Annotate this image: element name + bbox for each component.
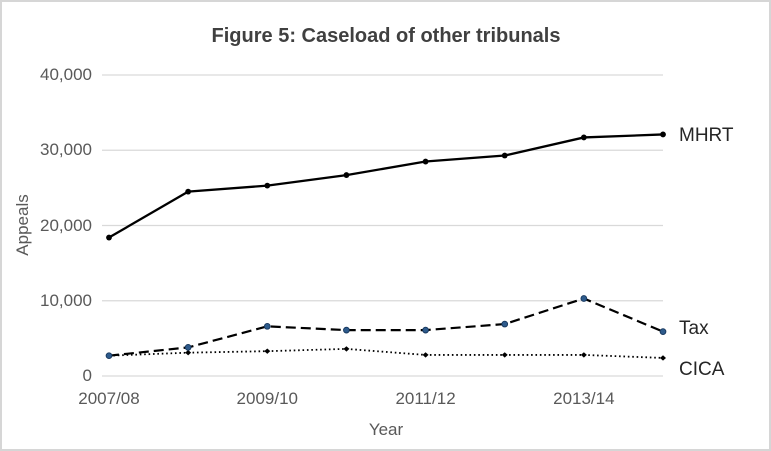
marker-cica	[264, 348, 271, 354]
marker-cica	[422, 352, 429, 358]
series-label-cica: CICA	[679, 359, 725, 380]
series-label-tax: Tax	[679, 318, 709, 339]
y-tick-label: 40,000	[40, 65, 92, 84]
marker-tax	[501, 320, 509, 328]
y-tick-label: 30,000	[40, 140, 92, 160]
marker-mhrt	[264, 182, 271, 189]
x-tick-label: 2011/12	[395, 389, 456, 408]
marker-mhrt	[106, 234, 112, 241]
marker-mhrt	[660, 131, 666, 138]
chart-title: Figure 5: Caseload of other tribunals	[211, 25, 561, 47]
marker-mhrt	[501, 152, 508, 159]
marker-tax	[659, 328, 667, 335]
marker-mhrt	[185, 188, 192, 195]
marker-tax	[263, 322, 271, 330]
marker-tax	[343, 326, 350, 334]
marker-mhrt	[422, 158, 429, 165]
marker-cica	[343, 346, 350, 352]
series-line-cica	[108, 348, 664, 359]
y-tick-label: 10,000	[40, 290, 92, 310]
x-tick-label: 2007/08	[78, 389, 140, 408]
y-tick-label: 20,000	[40, 215, 92, 235]
marker-cica	[660, 355, 666, 361]
marker-tax	[184, 344, 192, 351]
series-line-mhrt	[108, 133, 664, 239]
x-tick-label: 2009/10	[236, 389, 298, 408]
marker-cica	[501, 352, 508, 358]
marker-mhrt	[580, 134, 587, 141]
marker-mhrt	[343, 172, 350, 178]
x-tick-label: 2013/14	[553, 389, 615, 408]
marker-cica	[580, 352, 587, 358]
y-tick-label: 0	[82, 366, 92, 385]
series-line-tax	[108, 297, 664, 357]
marker-tax	[105, 352, 113, 360]
series-label-mhrt: MHRT	[679, 125, 734, 146]
marker-cica	[185, 349, 192, 356]
x-axis-title: Year	[368, 420, 404, 439]
marker-tax	[422, 326, 429, 334]
marker-tax	[580, 295, 588, 302]
